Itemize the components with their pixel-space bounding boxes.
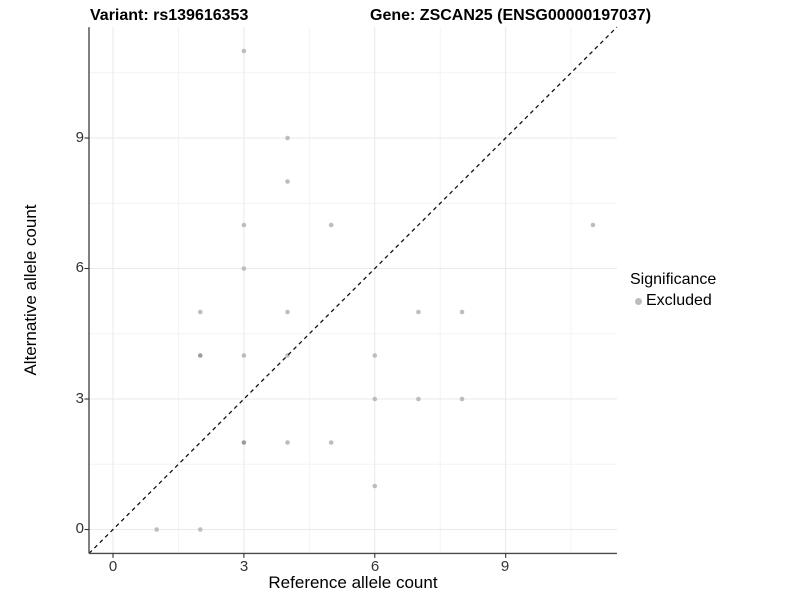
data-point: [241, 353, 247, 358]
x-tick-label-6: 6: [370, 558, 380, 575]
data-point: [416, 396, 421, 402]
data-point: [416, 309, 421, 315]
data-point: [241, 48, 247, 54]
data-point: [285, 135, 290, 141]
data-point: [285, 440, 290, 445]
legend-item-label: Excluded: [646, 292, 712, 309]
data-point: [154, 527, 159, 532]
x-tick-label-9: 9: [500, 558, 510, 575]
data-point: [459, 396, 465, 402]
y-tick-label-6: 6: [75, 259, 84, 276]
y-tick-label-3: 3: [75, 390, 84, 407]
x-axis-title: Reference allele count: [268, 573, 438, 592]
y-tick-label-0: 0: [75, 520, 84, 537]
data-point: [328, 440, 334, 445]
data-point: [197, 353, 203, 358]
data-point: [328, 222, 334, 228]
data-point: [590, 222, 596, 228]
y-axis-title: Alternative allele count: [21, 204, 40, 376]
identity-line: [88, 26, 618, 554]
data-point: [372, 483, 378, 489]
legend-title: Significance: [630, 271, 717, 288]
x-tick-label-3: 3: [239, 558, 249, 575]
data-point: [459, 309, 465, 315]
data-point: [372, 353, 378, 358]
data-point: [285, 179, 290, 184]
plot-title-variant: Variant: rs139616353: [90, 7, 249, 24]
excluded-point-icon: [635, 297, 642, 305]
data-point: [197, 527, 203, 532]
data-point: [241, 266, 247, 271]
plot-title-gene: Gene: ZSCAN25 (ENSG00000197037): [370, 7, 652, 24]
data-point: [241, 440, 247, 445]
legend-item-excluded: Excluded: [635, 292, 712, 310]
data-point: [197, 309, 203, 315]
data-point: [241, 222, 247, 228]
y-tick-label-9: 9: [75, 129, 84, 146]
data-point: [285, 309, 290, 315]
data-point: [372, 396, 378, 402]
x-tick-label-0: 0: [108, 558, 118, 575]
